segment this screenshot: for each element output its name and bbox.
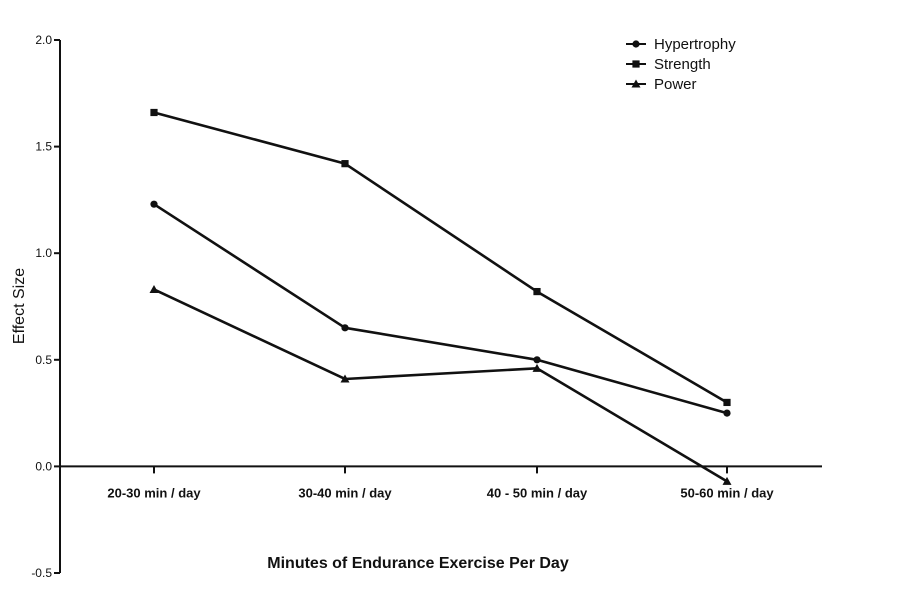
x-axis: 20-30 min / day 30-40 min / day 40 - 50 mi… (60, 465, 822, 500)
data-point-strength (723, 398, 731, 407)
y-tick-label: 2.0 (35, 33, 52, 47)
legend-item-strength: Strength (626, 56, 711, 73)
y-tick-label: 1.5 (35, 140, 52, 154)
legend-label: Strength (654, 56, 711, 73)
x-tick-label: 40 - 50 min / day (487, 485, 588, 500)
y-axis-title: Effect Size (11, 268, 28, 344)
legend-marker-strength (632, 60, 640, 68)
data-point-power (532, 363, 542, 372)
series-hypertrophy (150, 200, 731, 417)
series-line-strength (153, 111, 728, 404)
series-power (149, 284, 732, 485)
legend-item-hypertrophy: Hypertrophy (626, 36, 736, 53)
y-tick-label: -0.5 (31, 566, 52, 580)
y-tick-label: 0.0 (35, 459, 52, 473)
series-layer (149, 108, 732, 485)
data-point-hypertrophy (150, 200, 158, 208)
y-tick-label: 0.5 (35, 353, 52, 367)
series-strength (150, 108, 731, 407)
data-point-strength (341, 160, 349, 168)
x-tick-label: 30-40 min / day (298, 485, 392, 500)
data-point-hypertrophy (341, 324, 349, 332)
x-tick-label: 50-60 min / day (680, 485, 774, 500)
y-axis: -0.5 0.0 0.5 1.0 1.5 2.0 (31, 33, 61, 580)
series-line-hypertrophy (153, 203, 728, 415)
data-point-strength (150, 108, 158, 117)
data-point-strength (533, 287, 541, 296)
data-point-power (149, 284, 159, 293)
legend-label: Power (654, 76, 697, 93)
data-point-power (722, 476, 732, 485)
legend-item-power: Power (626, 76, 697, 93)
series-line-power (153, 288, 728, 483)
y-tick-label: 1.0 (35, 246, 52, 260)
data-point-power (340, 374, 350, 383)
data-point-hypertrophy (723, 409, 731, 417)
legend-label: Hypertrophy (654, 36, 736, 53)
data-point-hypertrophy (533, 356, 541, 364)
x-tick-label: 20-30 min / day (107, 485, 201, 500)
legend-marker-power (631, 79, 641, 88)
legend: Hypertrophy Strength Power (626, 36, 736, 93)
legend-marker-hypertrophy (632, 40, 640, 48)
x-axis-title: Minutes of Endurance Exercise Per Day (267, 555, 569, 572)
